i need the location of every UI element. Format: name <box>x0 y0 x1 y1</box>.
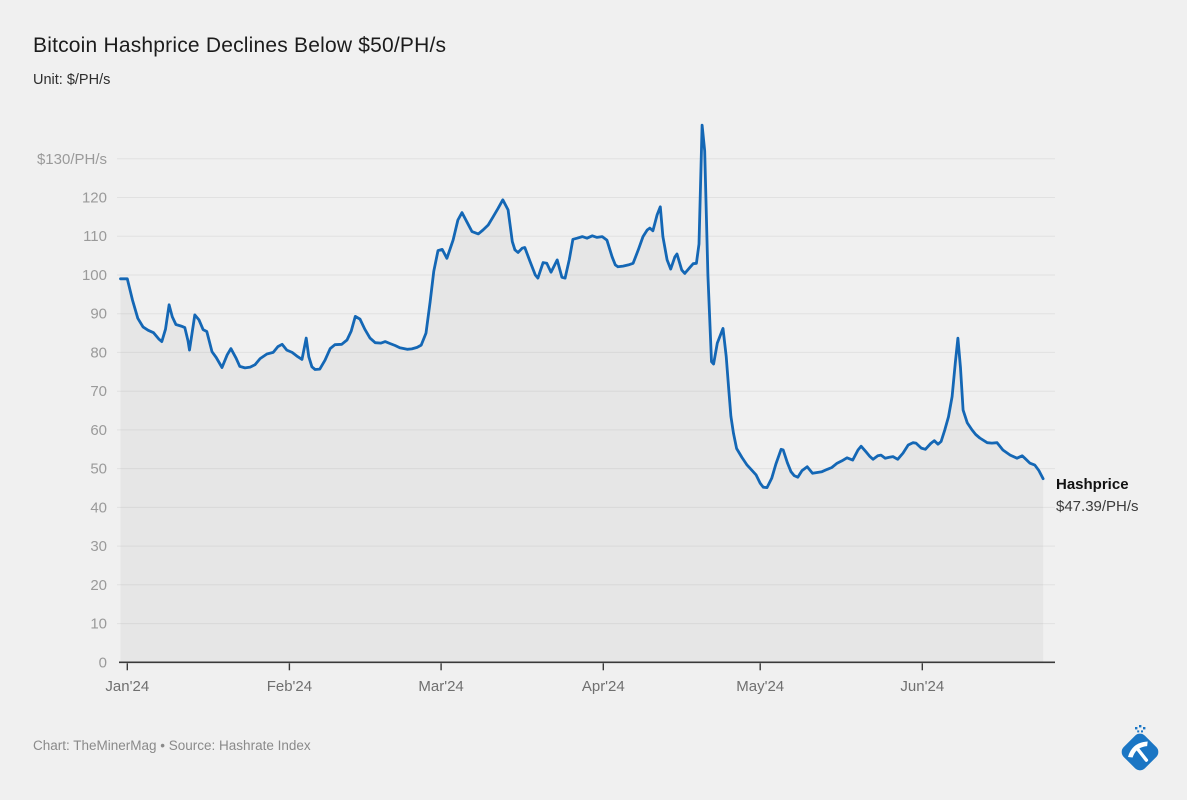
svg-text:20: 20 <box>90 577 107 594</box>
svg-text:10: 10 <box>90 616 107 633</box>
svg-text:60: 60 <box>90 422 107 439</box>
svg-text:100: 100 <box>82 267 107 284</box>
svg-text:May'24: May'24 <box>736 678 784 695</box>
svg-text:0: 0 <box>99 654 107 671</box>
chart-subtitle: Unit: $/PH/s <box>33 72 111 88</box>
series-end-label: Hashprice $47.39/PH/s <box>1056 474 1139 518</box>
svg-text:$130/PH/s: $130/PH/s <box>37 151 107 168</box>
theminermag-logo <box>1114 724 1166 776</box>
svg-text:120: 120 <box>82 190 107 207</box>
footer-credit: Chart: TheMinerMag • Source: Hashrate In… <box>33 738 311 753</box>
svg-text:40: 40 <box>90 499 107 516</box>
theminermag-logo-icon <box>1121 725 1159 771</box>
svg-text:110: 110 <box>83 228 107 245</box>
svg-text:Feb'24: Feb'24 <box>267 678 312 695</box>
series-end-label-name: Hashprice <box>1056 476 1129 493</box>
series-end-label-value: $47.39/PH/s <box>1056 498 1139 515</box>
svg-text:Jun'24: Jun'24 <box>900 678 944 695</box>
svg-text:90: 90 <box>90 306 107 323</box>
svg-text:Mar'24: Mar'24 <box>418 678 463 695</box>
chart-title: Bitcoin Hashprice Declines Below $50/PH/… <box>33 34 447 57</box>
svg-text:80: 80 <box>90 344 107 361</box>
svg-text:Jan'24: Jan'24 <box>105 678 149 695</box>
svg-text:70: 70 <box>90 383 107 400</box>
svg-text:50: 50 <box>90 461 107 478</box>
svg-text:Apr'24: Apr'24 <box>582 678 625 695</box>
svg-text:30: 30 <box>90 538 107 555</box>
